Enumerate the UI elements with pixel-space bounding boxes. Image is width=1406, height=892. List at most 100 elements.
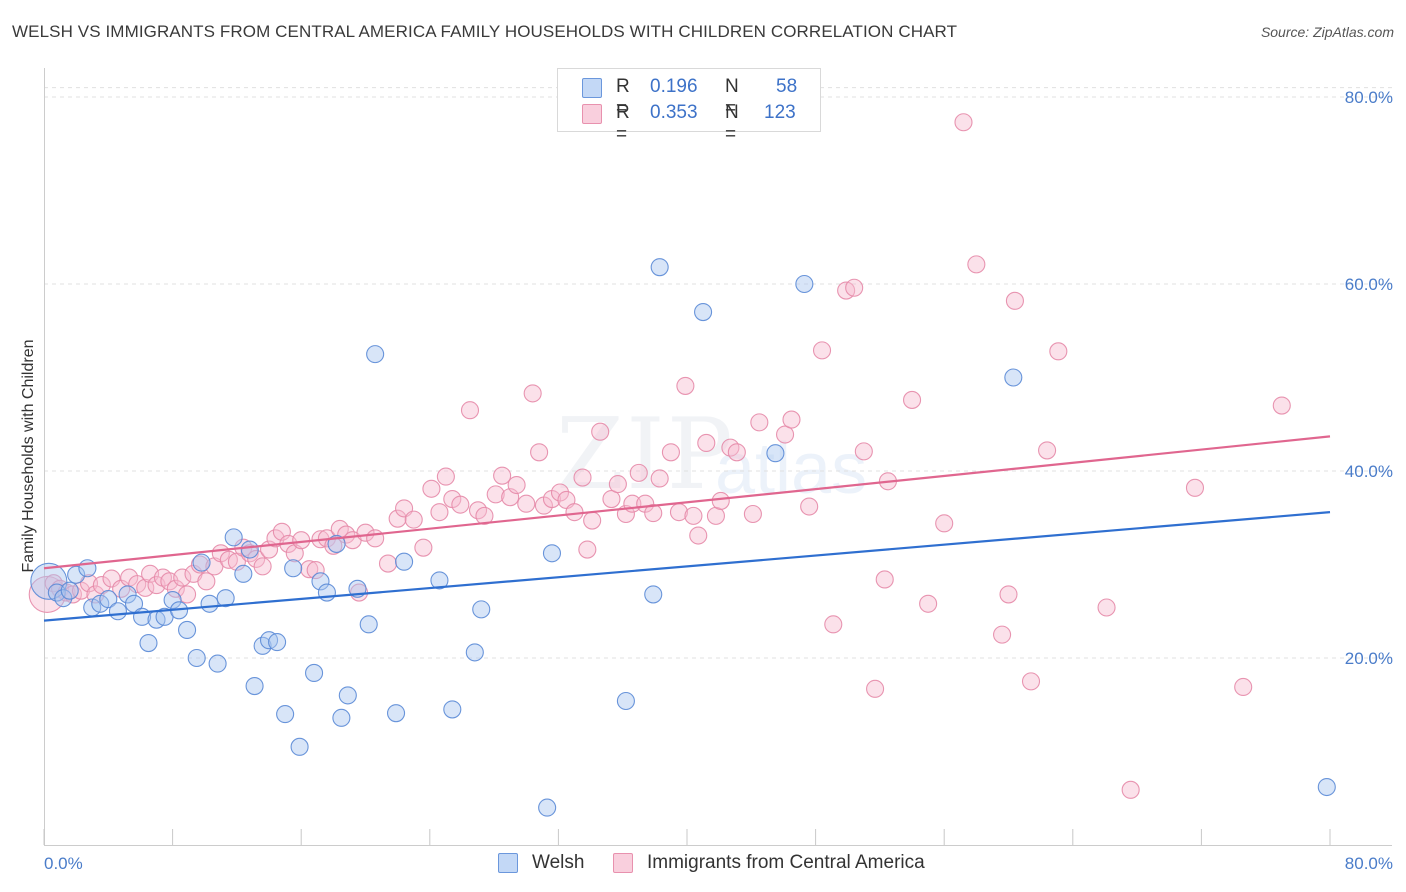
welsh-point[interactable] (187, 648, 206, 668)
welsh-point[interactable] (1317, 777, 1336, 797)
welsh-point[interactable] (465, 643, 484, 662)
welsh-point[interactable] (178, 620, 197, 640)
immigrants-point[interactable] (451, 495, 470, 514)
immigrants-point[interactable] (727, 443, 746, 462)
immigrants-point[interactable] (1038, 441, 1057, 460)
immigrants-point[interactable] (776, 425, 795, 444)
welsh-point[interactable] (99, 590, 118, 609)
immigrants-point[interactable] (404, 510, 423, 529)
welsh-point[interactable] (240, 540, 259, 559)
welsh-point[interactable] (694, 302, 713, 322)
immigrants-point[interactable] (430, 503, 449, 522)
welsh-point[interactable] (60, 581, 79, 600)
immigrants-point[interactable] (824, 615, 843, 634)
welsh-point[interactable] (338, 686, 357, 705)
immigrants-point[interactable] (902, 390, 922, 409)
immigrants-point[interactable] (253, 557, 272, 576)
welsh-point[interactable] (192, 553, 211, 572)
immigrants-point[interactable] (812, 341, 832, 360)
welsh-point[interactable] (443, 700, 462, 719)
immigrants-point[interactable] (1185, 478, 1205, 497)
immigrants-point[interactable] (706, 506, 725, 525)
immigrants-point[interactable] (507, 475, 526, 495)
welsh-point[interactable] (766, 444, 785, 463)
bottom-legend-welsh[interactable]: Welsh (498, 852, 598, 876)
immigrants-point[interactable] (324, 536, 343, 555)
immigrants-point[interactable] (676, 376, 695, 395)
welsh-point[interactable] (795, 274, 814, 294)
immigrants-point[interactable] (721, 438, 740, 457)
welsh-point[interactable] (1004, 368, 1023, 387)
immigrants-point[interactable] (602, 489, 621, 509)
immigrants-point[interactable] (136, 578, 155, 597)
immigrants-point[interactable] (493, 466, 512, 485)
immigrants-point[interactable] (967, 255, 986, 274)
welsh-point[interactable] (311, 572, 330, 591)
welsh-point[interactable] (163, 590, 182, 610)
immigrants-point[interactable] (1005, 291, 1024, 310)
welsh-point[interactable] (276, 705, 295, 724)
welsh-point[interactable] (430, 571, 449, 590)
welsh-point[interactable] (67, 565, 86, 584)
immigrants-point[interactable] (583, 511, 602, 530)
welsh-point[interactable] (386, 704, 406, 723)
immigrants-point[interactable] (460, 401, 480, 420)
immigrants-point[interactable] (1049, 342, 1068, 361)
immigrants-point[interactable] (697, 433, 716, 453)
immigrants-point[interactable] (565, 503, 584, 522)
immigrants-point[interactable] (475, 506, 494, 525)
immigrants-point[interactable] (422, 479, 441, 498)
welsh-point[interactable] (616, 691, 635, 711)
immigrants-point[interactable] (919, 594, 938, 613)
immigrants-point[interactable] (1234, 677, 1253, 697)
immigrants-point[interactable] (999, 585, 1018, 604)
immigrants-point[interactable] (993, 625, 1012, 644)
immigrants-point[interactable] (414, 538, 433, 557)
welsh-point[interactable] (234, 564, 253, 583)
immigrants-point[interactable] (300, 560, 319, 579)
welsh-point[interactable] (650, 258, 669, 277)
welsh-point[interactable] (54, 589, 73, 608)
welsh-point[interactable] (305, 663, 324, 683)
immigrants-point[interactable] (550, 483, 570, 502)
immigrants-point[interactable] (517, 494, 536, 513)
immigrants-point[interactable] (366, 529, 385, 548)
welsh-point[interactable] (200, 594, 219, 613)
bottom-legend-immigrants[interactable]: Immigrants from Central America (613, 852, 953, 876)
immigrants-point[interactable] (436, 467, 455, 486)
immigrants-point[interactable] (578, 540, 597, 559)
immigrants-point[interactable] (689, 526, 708, 545)
welsh-point[interactable] (216, 589, 235, 608)
welsh-point[interactable] (366, 345, 385, 364)
source-label[interactable]: Source: ZipAtlas.com (1260, 24, 1394, 40)
immigrants-point[interactable] (629, 463, 648, 482)
welsh-point[interactable] (139, 633, 158, 653)
welsh-point[interactable] (284, 559, 303, 578)
immigrants-point[interactable] (1021, 672, 1041, 691)
immigrants-point[interactable] (378, 554, 398, 573)
welsh-point[interactable] (108, 602, 127, 621)
welsh-point[interactable] (538, 798, 557, 817)
immigrants-point[interactable] (530, 443, 549, 462)
welsh-point[interactable] (268, 633, 287, 652)
immigrants-point[interactable] (1272, 396, 1291, 415)
immigrants-point[interactable] (854, 442, 873, 461)
immigrants-point[interactable] (197, 572, 216, 591)
immigrants-point[interactable] (1121, 780, 1140, 799)
immigrants-point[interactable] (356, 523, 375, 542)
immigrants-point[interactable] (173, 568, 192, 587)
immigrants-point[interactable] (486, 485, 505, 504)
welsh-point[interactable] (359, 615, 378, 634)
immigrants-point[interactable] (608, 475, 627, 494)
immigrants-point[interactable] (166, 579, 185, 598)
immigrants-point[interactable] (650, 469, 669, 488)
immigrants-point[interactable] (684, 506, 703, 525)
immigrants-point[interactable] (866, 679, 885, 698)
immigrants-point[interactable] (954, 113, 973, 132)
welsh-point[interactable] (317, 583, 336, 602)
immigrants-point[interactable] (750, 413, 769, 432)
welsh-point[interactable] (208, 654, 227, 673)
welsh-point[interactable] (224, 528, 243, 547)
immigrants-point[interactable] (743, 504, 762, 524)
immigrants-point[interactable] (1097, 598, 1116, 617)
